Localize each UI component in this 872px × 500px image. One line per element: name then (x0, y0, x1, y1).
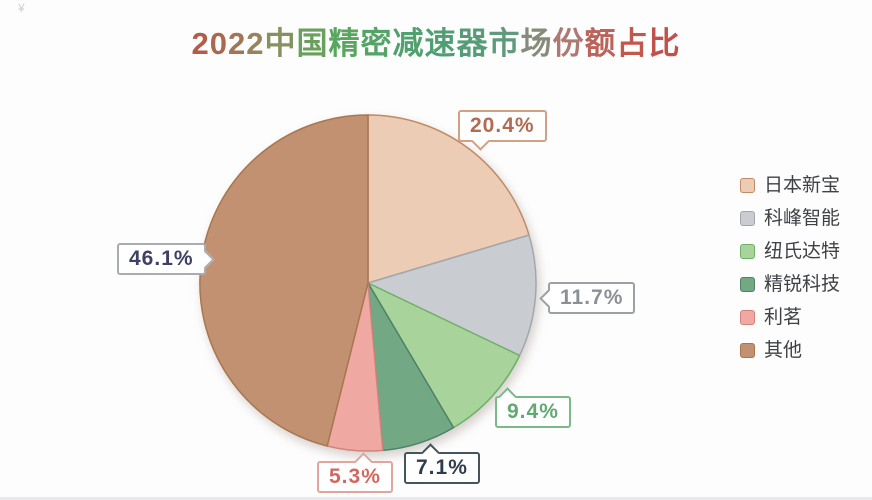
legend-swatch (740, 211, 755, 226)
data-label-jingrui-keji: 7.1% (404, 443, 480, 485)
legend-swatch (740, 310, 755, 325)
data-label-kefeng-zhineng: 11.7% (539, 282, 636, 315)
legend-label: 利茗 (764, 307, 803, 328)
legend-swatch (740, 244, 755, 259)
legend-label: 其他 (764, 340, 803, 361)
data-label-text: 7.1% (416, 456, 468, 479)
legend-item-kefeng-zhineng[interactable]: 科峰智能 (740, 209, 840, 228)
legend: 日本新宝 科峰智能 纽氏达特 精锐科技 利茗 其他 (740, 176, 840, 360)
data-label-qita: 46.1% (117, 243, 215, 276)
pie-slice-纽氏达特[interactable] (367, 282, 521, 429)
data-label-liming: 5.3% (317, 452, 393, 494)
legend-item-niushi-date[interactable]: 纽氏达特 (740, 242, 840, 261)
legend-item-liming[interactable]: 利茗 (740, 308, 840, 327)
pie-slice-科峰智能[interactable] (367, 234, 537, 357)
legend-label: 日本新宝 (764, 175, 841, 196)
legend-swatch (740, 178, 755, 193)
data-label-text: 5.3% (329, 465, 381, 488)
data-label-text: 9.4% (507, 400, 559, 423)
data-label-text: 46.1% (129, 247, 194, 270)
chart-title: 2022中国精密减速器市场份额占比 (191, 26, 681, 61)
legend-label: 精锐科技 (764, 274, 841, 295)
pie-slice-日本新宝[interactable] (367, 114, 530, 284)
legend-item-qita[interactable]: 其他 (740, 341, 840, 360)
data-label-text: 20.4% (470, 114, 535, 137)
corner-watermark-fragment: ¥ (18, 1, 25, 15)
data-label-riben-xinbao: 20.4% (458, 110, 547, 151)
legend-label: 纽氏达特 (764, 241, 841, 262)
data-label-text: 11.7% (560, 286, 624, 309)
legend-label: 科峰智能 (764, 208, 841, 229)
legend-item-riben-xinbao[interactable]: 日本新宝 (740, 176, 840, 195)
legend-swatch (740, 277, 755, 292)
legend-swatch (740, 343, 755, 358)
data-label-niushi-date: 9.4% (495, 387, 571, 429)
legend-item-jingrui-keji[interactable]: 精锐科技 (740, 275, 840, 294)
